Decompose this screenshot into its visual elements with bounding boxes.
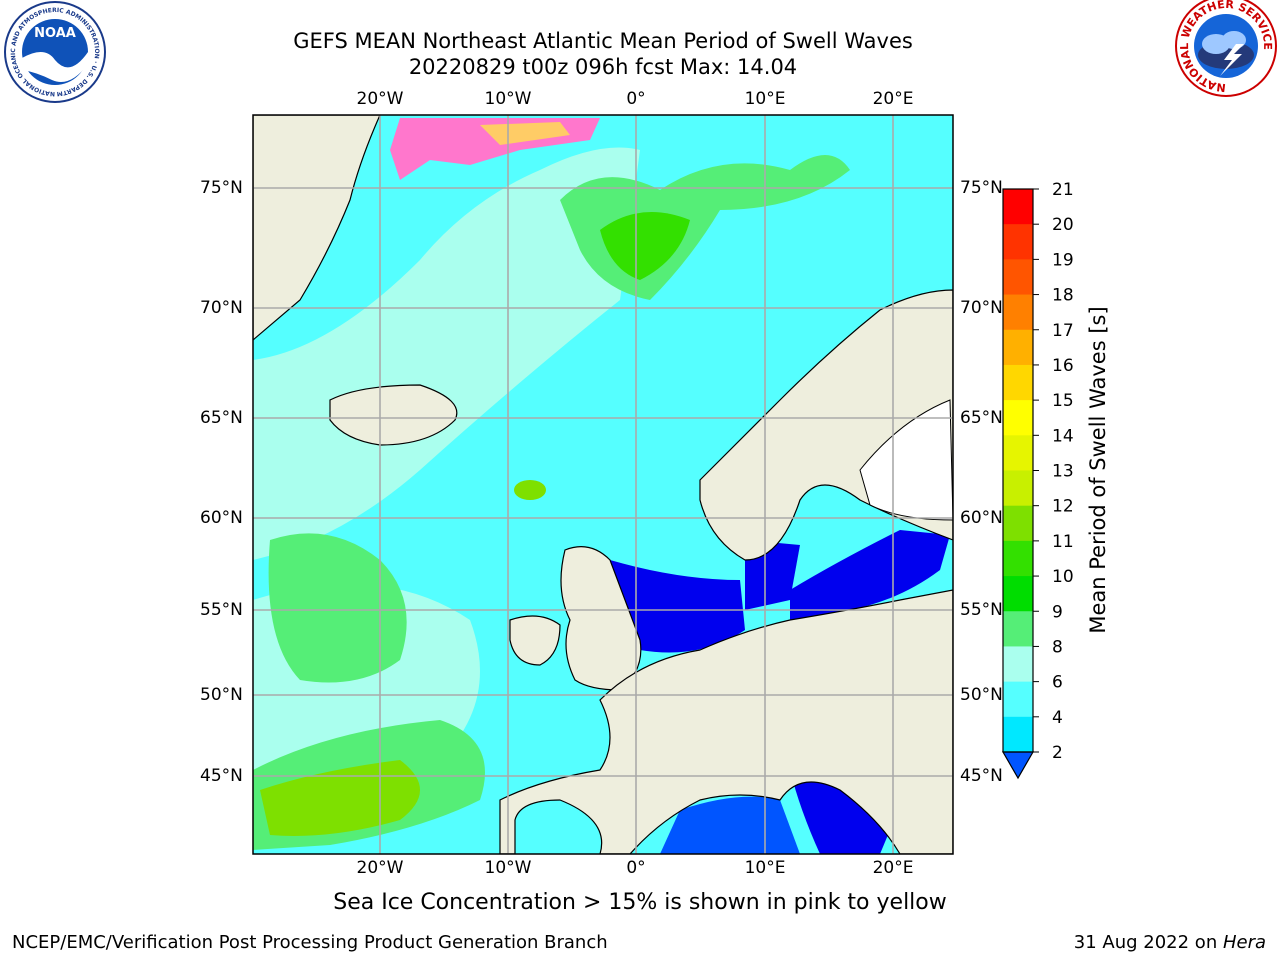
colorbar-tick-label: 6 [1052, 673, 1063, 693]
footer-host: Hera [1223, 932, 1266, 953]
top-lon-label: 0° [626, 89, 645, 109]
footer-date-text: 31 Aug 2022 on [1074, 932, 1223, 953]
colorbar-segment [1003, 646, 1033, 682]
left-lat-label: 45°N [200, 766, 243, 786]
colorbar-label: Mean Period of Swell Waves [s] [1086, 306, 1110, 633]
colorbar-tick-label: 19 [1052, 250, 1074, 270]
right-lat-label: 70°N [960, 298, 1003, 318]
colorbar-segment [1003, 717, 1033, 753]
top-lon-label: 10°E [745, 89, 786, 109]
left-lat-label: 65°N [200, 408, 243, 428]
colorbar-segment [1003, 330, 1033, 366]
right-lat-label: 60°N [960, 508, 1003, 528]
colorbar-tick-label: 21 [1052, 180, 1074, 200]
colorbar-segment [1003, 541, 1033, 577]
colorbar-segment [1003, 576, 1033, 612]
colorbar-tick-label: 20 [1052, 215, 1074, 235]
left-lat-label: 55°N [200, 600, 243, 620]
colorbar-tick-label: 13 [1052, 462, 1074, 482]
colorbar-segment [1003, 224, 1033, 260]
right-lat-label: 50°N [960, 685, 1003, 705]
colorbar-tick-label: 15 [1052, 391, 1074, 411]
bottom-lon-label: 20°E [873, 858, 914, 878]
bottom-lon-label: 0° [626, 858, 645, 878]
colorbar-tick-label: 11 [1052, 532, 1074, 552]
colorbar-tick-label: 16 [1052, 356, 1074, 376]
sea-ice-note: Sea Ice Concentration > 15% is shown in … [0, 890, 1280, 915]
colorbar-segment [1003, 189, 1033, 225]
bottom-lon-label: 20°W [357, 858, 404, 878]
colorbar-tick-label: 2 [1052, 743, 1063, 763]
swell-faroe-patch [514, 480, 546, 500]
right-lat-label: 45°N [960, 766, 1003, 786]
colorbar-segment [1003, 259, 1033, 295]
colorbar: 21 20 19 18 17 16 15 14 13 12 11 10 9 8 6 4 2 [1003, 180, 1074, 778]
left-lat-label: 70°N [200, 298, 243, 318]
right-lat-label: 65°N [960, 408, 1003, 428]
left-lat-label: 50°N [200, 685, 243, 705]
colorbar-tick-label: 4 [1052, 708, 1063, 728]
colorbar-tick-label: 18 [1052, 286, 1074, 306]
colorbar-tick-label: 12 [1052, 497, 1074, 517]
top-lon-label: 10°W [485, 89, 532, 109]
colorbar-segment [1003, 365, 1033, 401]
colorbar-segment [1003, 400, 1033, 436]
colorbar-tick-label: 9 [1052, 602, 1063, 622]
colorbar-extend-triangle [1003, 752, 1033, 778]
top-lon-label: 20°E [873, 89, 914, 109]
colorbar-segment [1003, 435, 1033, 471]
colorbar-tick-label: 17 [1052, 321, 1074, 341]
footer-date: 31 Aug 2022 on Hera [1074, 932, 1266, 953]
left-lat-label: 75°N [200, 178, 243, 198]
colorbar-tick-label: 10 [1052, 567, 1074, 587]
top-lon-label: 20°W [357, 89, 404, 109]
colorbar-segment [1003, 295, 1033, 331]
colorbar-segment [1003, 471, 1033, 507]
right-lat-label: 75°N [960, 178, 1003, 198]
bottom-lon-label: 10°W [485, 858, 532, 878]
colorbar-segment [1003, 611, 1033, 647]
colorbar-segment [1003, 682, 1033, 718]
footer-branch: NCEP/EMC/Verification Post Processing Pr… [12, 932, 608, 953]
colorbar-tick-label: 8 [1052, 637, 1063, 657]
colorbar-tick-label: 14 [1052, 426, 1074, 446]
colorbar-segment [1003, 506, 1033, 542]
right-lat-label: 55°N [960, 600, 1003, 620]
bottom-lon-label: 10°E [745, 858, 786, 878]
left-lat-label: 60°N [200, 508, 243, 528]
